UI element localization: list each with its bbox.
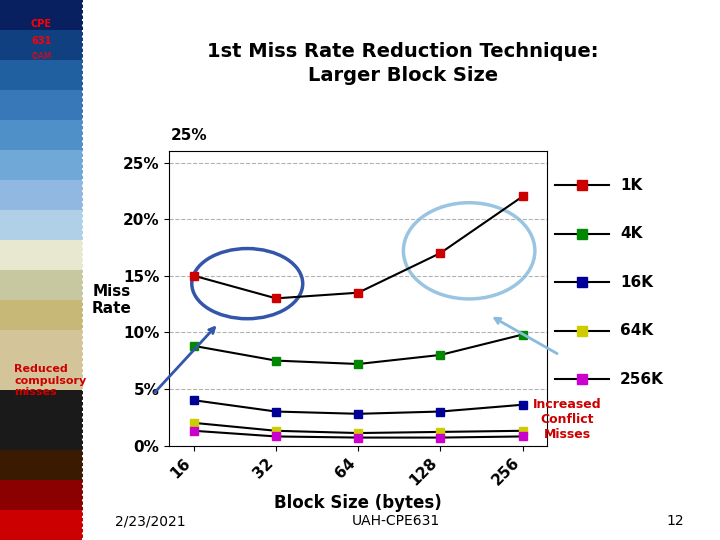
Line: 256K: 256K (189, 427, 527, 442)
4K (518, 332, 527, 338)
64K (271, 428, 280, 434)
Text: Miss
Rate: Miss Rate (91, 284, 132, 316)
Text: 2/23/2021: 2/23/2021 (115, 514, 186, 528)
Line: 4K: 4K (189, 330, 527, 368)
Bar (0, 60, 83, 90)
Text: UAH-CPE631: UAH-CPE631 (352, 514, 440, 528)
Line: 1K: 1K (189, 192, 527, 302)
4K (189, 343, 198, 349)
Text: 4K: 4K (620, 226, 642, 241)
Bar (0, 30, 83, 60)
1K (518, 193, 527, 200)
Text: 1K: 1K (620, 178, 642, 193)
Bar (0, 90, 83, 120)
4K (271, 357, 280, 364)
Bar (0, 150, 83, 180)
Bar (0, 240, 83, 270)
Bar (0, 0, 83, 30)
Text: CPE: CPE (31, 19, 52, 29)
Bar (0, 390, 83, 420)
Line: 64K: 64K (189, 418, 527, 437)
4K (436, 352, 445, 358)
Bar (0, 270, 83, 300)
256K (518, 433, 527, 440)
64K (354, 430, 363, 436)
Bar (0, 210, 83, 240)
1K (189, 273, 198, 279)
X-axis label: Block Size (bytes): Block Size (bytes) (274, 494, 442, 512)
Bar (0, 120, 83, 150)
Text: ©AM: ©AM (31, 52, 52, 61)
16K (518, 402, 527, 408)
Bar (0, 480, 83, 510)
256K (436, 434, 445, 441)
Text: 25%: 25% (171, 128, 207, 143)
Bar (0, 420, 83, 450)
Text: Increased
Conflict
Misses: Increased Conflict Misses (533, 399, 601, 441)
256K (354, 434, 363, 441)
1K (436, 250, 445, 256)
Text: 631: 631 (31, 36, 52, 45)
256K (189, 428, 198, 434)
Text: Reduced
compulsory
misses: Reduced compulsory misses (14, 364, 86, 397)
Text: Larger Block Size: Larger Block Size (308, 66, 498, 85)
Text: 64K: 64K (620, 323, 653, 338)
Bar (0, 450, 83, 480)
Bar (0, 300, 83, 330)
Text: 12: 12 (667, 514, 684, 528)
Bar (0, 360, 83, 390)
16K (271, 408, 280, 415)
16K (436, 408, 445, 415)
64K (518, 428, 527, 434)
Text: 256K: 256K (620, 372, 664, 387)
1K (354, 289, 363, 296)
Bar (0, 510, 83, 540)
64K (189, 420, 198, 426)
256K (271, 433, 280, 440)
Bar (0, 180, 83, 210)
4K (354, 361, 363, 367)
16K (354, 410, 363, 417)
Text: 1st Miss Rate Reduction Technique:: 1st Miss Rate Reduction Technique: (207, 42, 599, 61)
Line: 16K: 16K (189, 396, 527, 418)
16K (189, 397, 198, 403)
Text: 16K: 16K (620, 275, 653, 289)
Bar (0, 330, 83, 360)
1K (271, 295, 280, 301)
64K (436, 429, 445, 435)
